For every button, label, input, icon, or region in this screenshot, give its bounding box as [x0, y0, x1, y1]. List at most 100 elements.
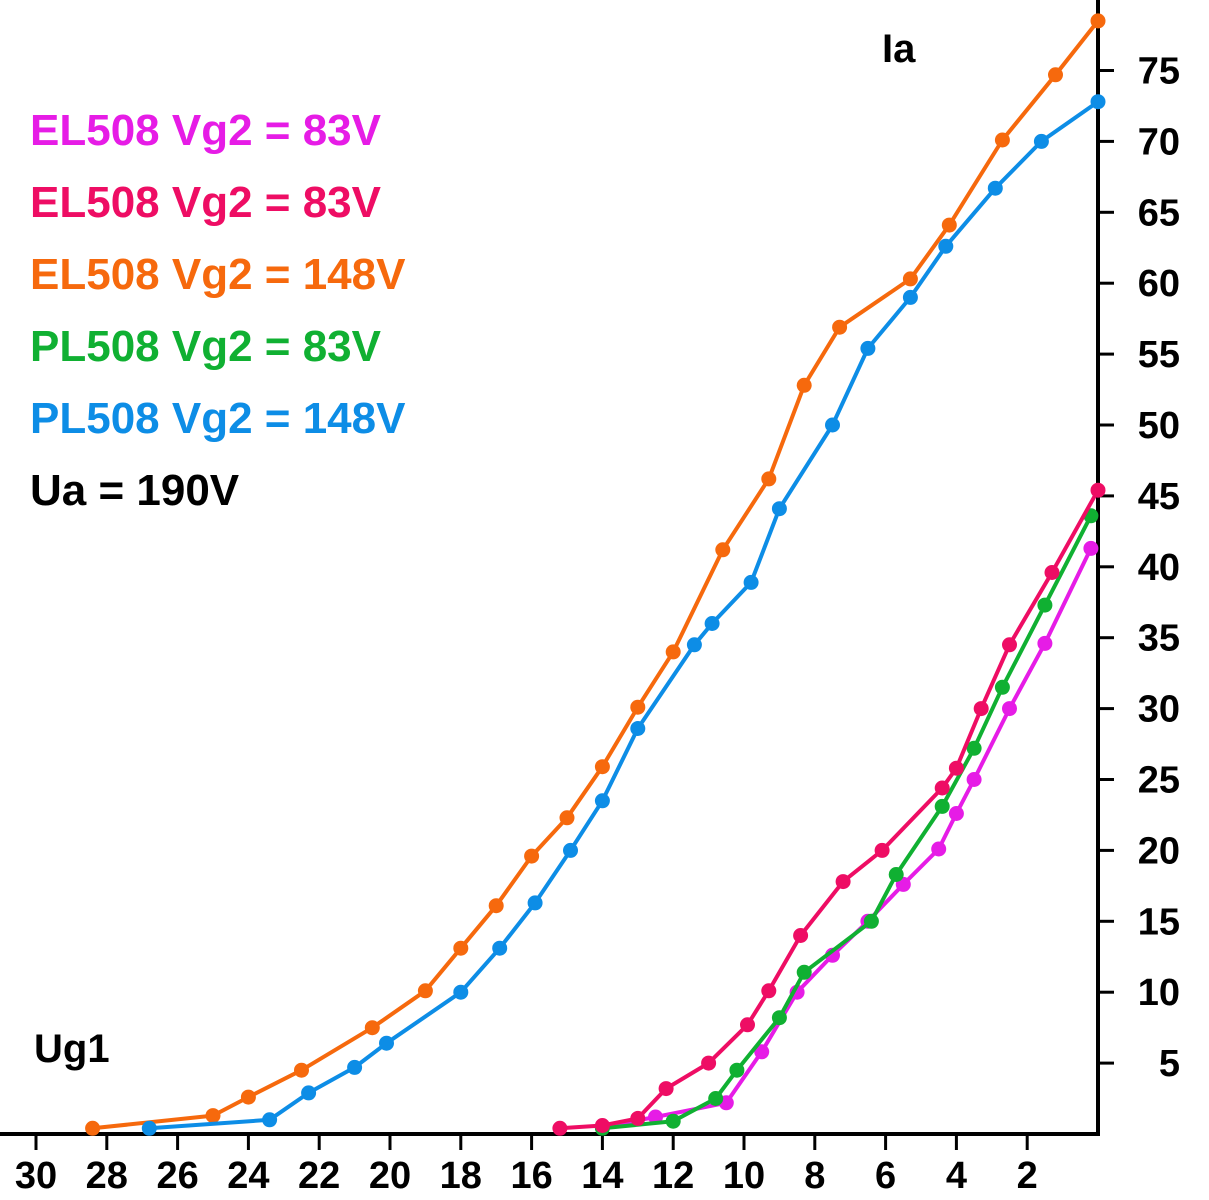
- data-series: [85, 13, 1106, 1136]
- x-ticks: 30 28 26 24 22 20 18 16 14 12 10 8 6 4 2: [15, 1134, 1038, 1197]
- data-point: [708, 1091, 724, 1106]
- x-tick-label: 18: [440, 1155, 482, 1197]
- data-point: [630, 721, 646, 736]
- data-point: [488, 898, 504, 914]
- data-point: [934, 798, 950, 814]
- data-point: [630, 699, 646, 715]
- data-point: [205, 1108, 221, 1124]
- data-point: [793, 928, 809, 943]
- series-2: [85, 13, 1106, 1136]
- y-tick-label: 45: [1138, 476, 1180, 518]
- data-point: [704, 616, 720, 631]
- x-tick-label: 4: [946, 1155, 967, 1197]
- y-tick-label: 35: [1138, 618, 1180, 660]
- legend-item-el508-148v: EL508 Vg2 = 148V: [30, 250, 406, 299]
- data-point: [825, 417, 840, 433]
- data-point: [630, 1110, 646, 1126]
- data-point: [987, 180, 1003, 196]
- data-point: [1002, 637, 1017, 653]
- series-line: [90, 18, 1100, 1131]
- x-tick-label: 22: [298, 1155, 340, 1197]
- y-tick-label: 70: [1138, 121, 1180, 163]
- data-point: [796, 377, 812, 393]
- x-tick-label: 24: [227, 1155, 269, 1197]
- data-point: [85, 1120, 101, 1136]
- y-tick-label: 75: [1138, 51, 1180, 93]
- y-tick-label: 40: [1138, 547, 1180, 589]
- data-point: [754, 1044, 770, 1060]
- data-point: [771, 1010, 787, 1026]
- data-point: [729, 1062, 745, 1078]
- legend-item-el508-83v-magenta: EL508 Vg2 = 83V: [30, 106, 381, 155]
- y-tick-label: 25: [1138, 760, 1180, 802]
- data-point: [1048, 67, 1063, 83]
- data-point: [888, 867, 904, 882]
- series-line: [557, 488, 1100, 1131]
- data-point: [771, 501, 787, 517]
- x-tick-label: 30: [15, 1155, 57, 1197]
- legend-item-pl508-83v: PL508 Vg2 = 83V: [30, 322, 381, 371]
- y-tick-label: 65: [1138, 192, 1180, 234]
- series-0: [594, 540, 1099, 1135]
- x-tick-label: 28: [86, 1155, 128, 1197]
- data-point: [453, 984, 469, 1000]
- data-point: [948, 806, 964, 821]
- data-point: [701, 1055, 717, 1071]
- data-point: [832, 319, 848, 335]
- data-point: [948, 760, 964, 776]
- data-point: [524, 848, 540, 864]
- x-tick-label: 8: [804, 1155, 825, 1197]
- y-tick-label: 5: [1159, 1043, 1180, 1085]
- y-tick-label: 55: [1138, 334, 1180, 376]
- data-point: [973, 701, 989, 717]
- data-point: [1044, 565, 1060, 580]
- y-ticks: 5 10 15 20 25 30 35 40 45 50 55 60 65 70 75: [1098, 51, 1180, 1085]
- data-point: [364, 1020, 380, 1036]
- data-point: [141, 1120, 157, 1136]
- data-point: [347, 1059, 363, 1075]
- series-line: [600, 513, 1093, 1131]
- y-axis-label: Ia: [882, 27, 916, 71]
- data-point: [1002, 701, 1017, 717]
- data-point: [240, 1089, 256, 1105]
- series-4: [141, 94, 1106, 1136]
- data-point: [902, 289, 918, 305]
- series-3: [594, 508, 1099, 1136]
- data-point: [938, 238, 954, 254]
- data-point: [1090, 13, 1106, 29]
- data-point: [1033, 133, 1049, 149]
- y-tick-label: 20: [1138, 830, 1180, 872]
- data-point: [686, 637, 702, 653]
- data-point: [563, 842, 578, 858]
- legend: EL508 Vg2 = 83V EL508 Vg2 = 83V EL508 Vg…: [30, 95, 405, 527]
- y-tick-label: 30: [1138, 689, 1180, 731]
- data-point: [658, 1081, 674, 1097]
- series-1: [552, 482, 1106, 1136]
- data-point: [1037, 597, 1053, 613]
- x-tick-label: 12: [652, 1155, 694, 1197]
- data-point: [941, 217, 957, 233]
- data-point: [994, 132, 1010, 148]
- y-tick-label: 50: [1138, 405, 1180, 447]
- x-tick-label: 6: [875, 1155, 896, 1197]
- series-line: [600, 546, 1093, 1129]
- legend-item-el508-83v-red: EL508 Vg2 = 83V: [30, 178, 381, 227]
- data-point: [874, 842, 890, 858]
- data-point: [294, 1062, 309, 1078]
- data-point: [453, 940, 469, 956]
- y-tick-label: 60: [1138, 263, 1180, 305]
- data-point: [860, 340, 876, 356]
- data-point: [743, 574, 759, 590]
- x-tick-label: 16: [510, 1155, 552, 1197]
- data-point: [934, 780, 950, 796]
- data-point: [761, 983, 777, 999]
- data-point: [740, 1017, 755, 1033]
- data-point: [1090, 482, 1106, 498]
- y-tick-label: 15: [1138, 901, 1180, 943]
- data-point: [301, 1085, 317, 1101]
- x-tick-label: 20: [369, 1155, 411, 1197]
- data-point: [1037, 635, 1053, 651]
- data-point: [761, 471, 777, 487]
- x-tick-label: 2: [1017, 1155, 1038, 1197]
